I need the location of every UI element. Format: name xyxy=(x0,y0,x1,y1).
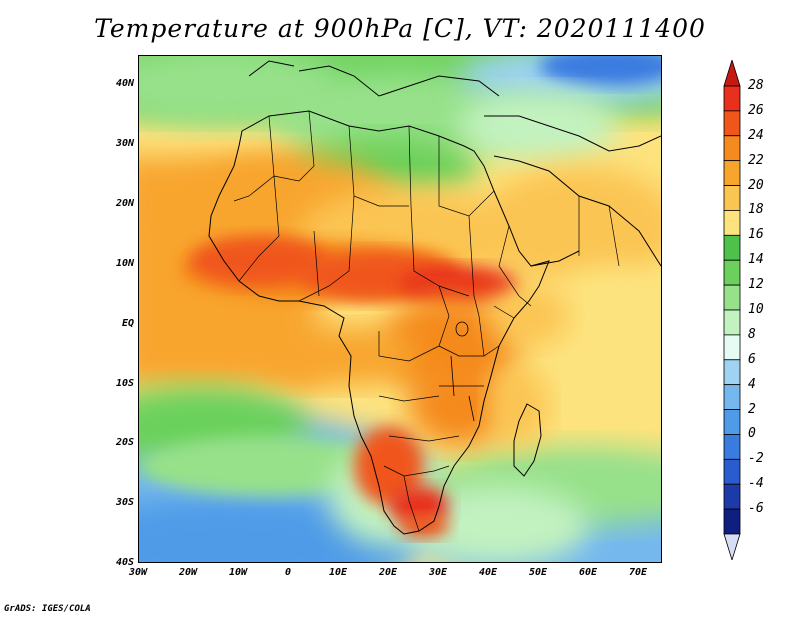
colorbar-tick-label: 4 xyxy=(748,376,756,392)
colorbar-arrow-top xyxy=(723,60,741,87)
lon-label: 50E xyxy=(528,567,548,578)
lon-label: 60E xyxy=(578,567,598,578)
colorbar-segment xyxy=(723,110,741,137)
colorbar-segment xyxy=(723,160,741,186)
colorbar-tick-label: 8 xyxy=(748,326,756,342)
lat-label: 30N xyxy=(115,138,134,149)
colorbar-tick-label: -2 xyxy=(748,451,764,467)
credit-text: GrADS: IGES/COLA xyxy=(4,604,91,614)
colorbar-tick-label: 14 xyxy=(748,252,764,268)
temperature-field xyxy=(139,56,661,562)
colorbar-tick-label: -4 xyxy=(748,476,764,492)
lon-label: 30W xyxy=(128,567,148,578)
colorbar-segment xyxy=(723,334,741,361)
colorbar-tick-label: 24 xyxy=(748,127,764,143)
lat-label: 10N xyxy=(115,258,134,269)
colorbar-tick-label: 20 xyxy=(748,177,764,193)
lon-label: 10E xyxy=(328,567,348,578)
colorbar xyxy=(723,60,741,560)
lon-label: 30E xyxy=(428,567,448,578)
colorbar-segment xyxy=(723,508,741,535)
colorbar-segment xyxy=(723,434,741,460)
colorbar-segment xyxy=(723,458,741,485)
coastlines xyxy=(208,60,661,535)
lat-label: EQ xyxy=(121,318,134,329)
temperature-map xyxy=(138,55,662,563)
colorbar-tick-label: -6 xyxy=(748,501,764,517)
lon-label: 70E xyxy=(628,567,648,578)
colorbar-arrow-bottom xyxy=(723,533,741,560)
colorbar-segment xyxy=(723,359,741,386)
lat-label: 40N xyxy=(115,78,134,89)
colorbar-segment xyxy=(723,234,741,261)
colorbar-segment xyxy=(723,85,741,112)
colorbar-tick-label: 6 xyxy=(748,351,756,367)
colorbar-segment xyxy=(723,210,741,236)
colorbar-segment xyxy=(723,384,741,410)
colorbar-tick-label: 22 xyxy=(748,152,764,168)
lat-label: 10S xyxy=(115,378,134,389)
colorbar-segment xyxy=(723,483,741,510)
lat-label: 40S xyxy=(115,557,134,568)
lat-label: 20N xyxy=(115,198,134,209)
lon-label: 40E xyxy=(478,567,498,578)
colorbar-tick-label: 28 xyxy=(748,78,764,93)
colorbar-tick-label: 0 xyxy=(748,426,756,442)
country-borders xyxy=(233,110,620,532)
colorbar-segment xyxy=(723,284,741,311)
colorbar-tick-label: 10 xyxy=(748,302,764,317)
colorbar-tick-label: 16 xyxy=(748,227,764,243)
lakes xyxy=(450,321,475,422)
colorbar-segment xyxy=(723,309,741,336)
lon-label: 20E xyxy=(378,567,398,578)
colorbar-segment xyxy=(723,185,741,211)
lat-label: 30S xyxy=(115,497,134,508)
colorbar-segment xyxy=(723,135,741,162)
lon-label: 20W xyxy=(178,567,198,578)
colorbar-tick-label: 2 xyxy=(748,401,756,417)
colorbar-segment xyxy=(723,409,741,435)
colorbar-segment xyxy=(723,259,741,286)
lat-label: 20S xyxy=(115,437,134,448)
colorbar-tick-label: 18 xyxy=(748,202,764,218)
chart-title: Temperature at 900hPa [C], VT: 202011140… xyxy=(94,14,706,43)
colorbar-tick-label: 26 xyxy=(748,102,764,118)
lon-label: 10W xyxy=(228,567,248,578)
lon-label: 0 xyxy=(284,567,292,578)
colorbar-tick-label: 12 xyxy=(748,277,764,293)
